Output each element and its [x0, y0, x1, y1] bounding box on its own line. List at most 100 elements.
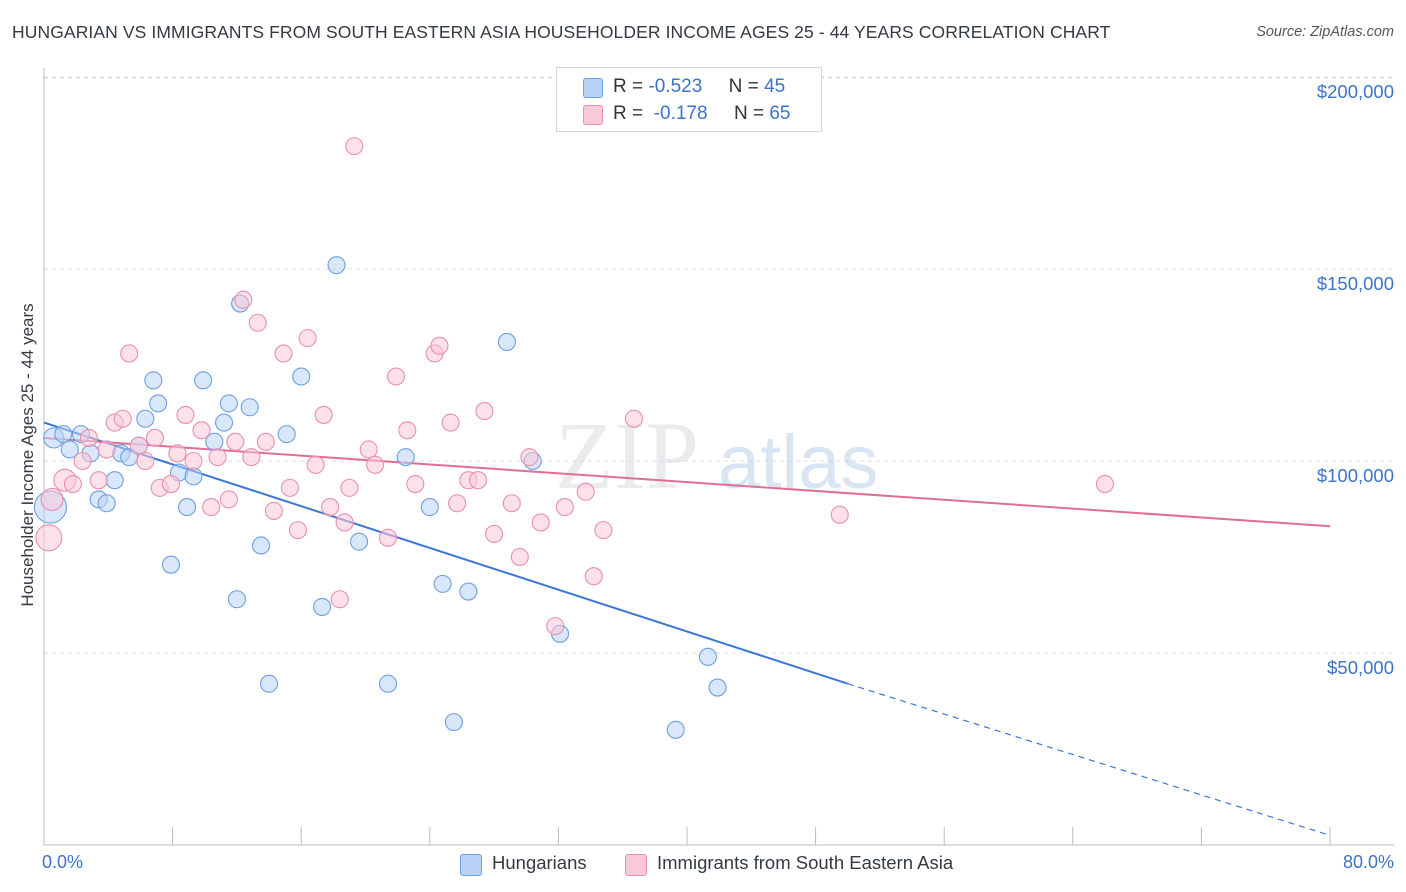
point-hungarians [497, 332, 517, 352]
stats-text: R = -0.523 N = 45 [613, 76, 785, 98]
n-label: N = [733, 103, 765, 124]
point-hungarians [698, 647, 717, 666]
point-immigrants [314, 405, 333, 424]
point-hungarians [149, 394, 168, 413]
point-hungarians [227, 590, 246, 609]
point-hungarians [259, 674, 279, 693]
point-immigrants [280, 478, 299, 497]
r-value: -0.178 [653, 103, 708, 124]
point-immigrants [555, 498, 574, 517]
point-hungarians [97, 494, 116, 513]
point-immigrants [208, 448, 227, 467]
point-hungarians [420, 498, 439, 517]
point-immigrants [161, 474, 181, 494]
point-hungarians [161, 555, 181, 574]
x-tick-label-min: 0.0% [42, 852, 84, 872]
point-immigrants [359, 440, 378, 459]
point-immigrants [594, 521, 613, 540]
y-tick-label: $100,000 [1316, 465, 1394, 486]
point-immigrants [386, 367, 406, 386]
point-immigrants [145, 428, 164, 448]
watermark-atlas: atlas [718, 420, 879, 505]
point-immigrants [97, 440, 116, 459]
point-hungarians [178, 498, 197, 517]
point-immigrants [485, 524, 504, 544]
point-hungarians [251, 536, 271, 555]
point-hungarians [105, 471, 124, 490]
point-immigrants [345, 137, 364, 156]
point-immigrants [113, 409, 132, 428]
data-points [33, 137, 1114, 739]
point-hungarians [219, 394, 238, 413]
point-hungarians [277, 425, 296, 444]
r-label: R = [613, 103, 644, 124]
r-value: -0.523 [648, 76, 703, 97]
point-hungarians [214, 413, 234, 432]
point-hungarians [60, 440, 79, 459]
point-immigrants [219, 490, 238, 509]
point-immigrants [202, 498, 221, 517]
point-immigrants [63, 474, 82, 494]
point-immigrants [340, 478, 359, 497]
point-immigrants [73, 451, 92, 471]
point-immigrants [520, 448, 539, 467]
point-immigrants [176, 405, 195, 424]
legend-swatch-immigrants [625, 854, 647, 876]
y-tick-label: $150,000 [1316, 273, 1394, 294]
point-immigrants [441, 413, 460, 432]
point-hungarians [444, 713, 463, 732]
point-hungarians [396, 448, 415, 467]
point-hungarians [350, 532, 369, 551]
point-immigrants [89, 471, 108, 490]
point-hungarians [459, 582, 478, 601]
r-label: R = [613, 76, 644, 97]
point-immigrants [546, 617, 565, 636]
point-hungarians [292, 367, 311, 386]
stats-swatch-immigrants [583, 105, 603, 125]
point-immigrants [288, 521, 308, 540]
point-immigrants [226, 432, 245, 451]
point-immigrants [120, 344, 139, 363]
point-immigrants [1095, 474, 1114, 494]
point-immigrants [475, 402, 494, 421]
point-immigrants [531, 513, 550, 532]
point-immigrants [264, 501, 283, 520]
point-immigrants [378, 528, 398, 547]
point-hungarians [240, 398, 259, 417]
point-immigrants [35, 524, 63, 552]
point-hungarians [327, 256, 346, 275]
y-tick-label: $200,000 [1316, 81, 1394, 102]
point-hungarians [313, 597, 332, 616]
point-immigrants [274, 344, 293, 363]
chart-title: HUNGARIAN VS IMMIGRANTS FROM SOUTH EASTE… [12, 22, 1111, 42]
point-immigrants [330, 590, 349, 609]
point-immigrants [306, 455, 325, 474]
point-immigrants [430, 336, 449, 355]
point-immigrants [398, 421, 417, 440]
point-immigrants [321, 498, 340, 517]
point-immigrants [184, 451, 203, 471]
point-hungarians [378, 674, 398, 693]
point-immigrants [168, 444, 187, 463]
correlation-stats-box: R = -0.523 N = 45 R = -0.178 N = 65 [556, 67, 822, 132]
point-immigrants [234, 290, 253, 309]
point-immigrants [335, 513, 354, 532]
point-immigrants [584, 567, 603, 586]
legend-label-hungarians: Hungarians [492, 852, 587, 873]
y-tick-label: $50,000 [1327, 657, 1394, 678]
n-label: N = [728, 76, 759, 97]
point-immigrants [406, 474, 425, 494]
stats-swatch-hungarians [583, 78, 603, 98]
point-immigrants [136, 451, 155, 471]
point-immigrants [576, 482, 595, 501]
n-value: 65 [769, 103, 791, 124]
axes [43, 68, 1394, 846]
point-immigrants [248, 313, 267, 332]
point-hungarians [54, 425, 73, 444]
point-immigrants [129, 436, 148, 455]
point-hungarians [136, 409, 155, 428]
point-immigrants [830, 505, 849, 524]
point-hungarians [666, 720, 685, 739]
point-hungarians [144, 371, 163, 390]
point-immigrants [502, 494, 521, 513]
